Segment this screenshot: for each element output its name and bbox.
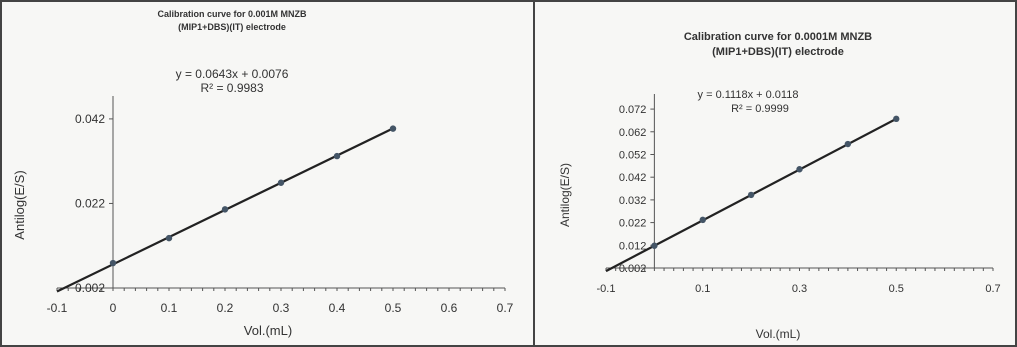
right-chart-y-tick-label: 0.052	[619, 149, 647, 161]
left-chart-y-tick-label: 0.002	[75, 281, 105, 295]
right-chart-subtitle: (MIP1+DBS)(IT) electrode	[712, 46, 844, 58]
right-chart-x-tick-label: -0.1	[597, 283, 616, 295]
left-chart-x-tick-label: 0.5	[385, 301, 402, 315]
right-chart-x-tick-label: 0.3	[792, 283, 807, 295]
left-chart-x-tick-label: 0.1	[161, 301, 178, 315]
left-chart-data-point	[221, 206, 229, 213]
right-chart-frame	[533, 0, 1017, 347]
left-chart-x-tick-label: 0.4	[329, 301, 346, 315]
left-chart-data-point	[277, 179, 285, 186]
right-r-squared: R² = 0.9999	[731, 103, 789, 115]
right-chart-data-point	[844, 140, 852, 148]
left-chart-subtitle: (MIP1+DBS)(IT) electrode	[178, 22, 286, 32]
left-y-axis-label: Antilog(E/S)	[12, 170, 27, 239]
right-chart-y-tick-label: 0.072	[619, 104, 647, 116]
right-chart-y-tick-label: 0.022	[619, 218, 647, 230]
right-chart-y-tick-label: 0.032	[619, 195, 647, 207]
left-chart-data-point	[333, 152, 341, 160]
right-chart-title: Calibration curve for 0.0001M MNZB	[684, 31, 872, 43]
left-chart-x-tick-label: 0.3	[273, 301, 290, 315]
right-chart-y-tick-label: 0.012	[619, 240, 647, 252]
right-chart-y-tick-label: 0.002	[619, 263, 647, 275]
left-chart-x-tick-label: 0.6	[441, 301, 458, 315]
right-chart-data-point	[796, 166, 803, 173]
right-plot-area: -0.1 0.1 0.3 0.5 0.7 0.002 0.012 0.022 0.032 0.04…	[597, 94, 1001, 295]
right-chart-data-point	[747, 191, 755, 199]
left-chart-x-tick-label: 0.2	[217, 301, 234, 315]
right-trendline-equation: y = 0.1118x + 0.0118	[698, 89, 799, 101]
left-trendline-equation: y = 0.0643x + 0.0076	[176, 67, 289, 81]
right-chart-x-tick-label: 0.5	[889, 283, 904, 295]
left-plot-area: -0.1 0 0.1 0.2 0.3 0.4 0.5 0.6 0.7 0.002 0.022 0.04…	[47, 96, 514, 315]
left-chart-data-point	[165, 234, 173, 242]
right-chart-x-tick-label: 0.1	[695, 283, 710, 295]
right-chart-panel: Calibration curve for 0.0001M MNZB (MIP1…	[533, 0, 1017, 347]
left-r-squared: R² = 0.9983	[200, 81, 263, 95]
right-chart-y-tick-label: 0.062	[619, 127, 647, 139]
left-chart-data-point	[389, 125, 397, 132]
left-chart-x-tick-label: 0.7	[497, 301, 514, 315]
left-chart-title: Calibration curve for 0.001M MNZB	[157, 9, 307, 19]
right-y-axis-label: Antilog(E/S)	[558, 163, 572, 227]
left-x-axis-label: Vol.(mL)	[244, 323, 292, 338]
left-chart-y-tick-label: 0.022	[75, 196, 105, 210]
right-chart-data-point	[893, 115, 900, 123]
right-chart-data-point	[699, 216, 706, 224]
left-chart-y-tick-label: 0.042	[75, 112, 105, 126]
left-chart-data-point	[109, 259, 117, 267]
right-chart-data-point	[651, 242, 658, 249]
right-chart-x-tick-label: 0.7	[985, 283, 1000, 295]
right-x-axis-label: Vol.(mL)	[756, 327, 801, 341]
left-chart-x-tick-label: -0.1	[47, 301, 68, 315]
right-chart-y-tick-label: 0.042	[619, 172, 647, 184]
left-chart-panel: Calibration curve for 0.001M MNZB (MIP1+…	[0, 0, 535, 347]
left-chart-x-tick-label: 0	[110, 301, 117, 315]
